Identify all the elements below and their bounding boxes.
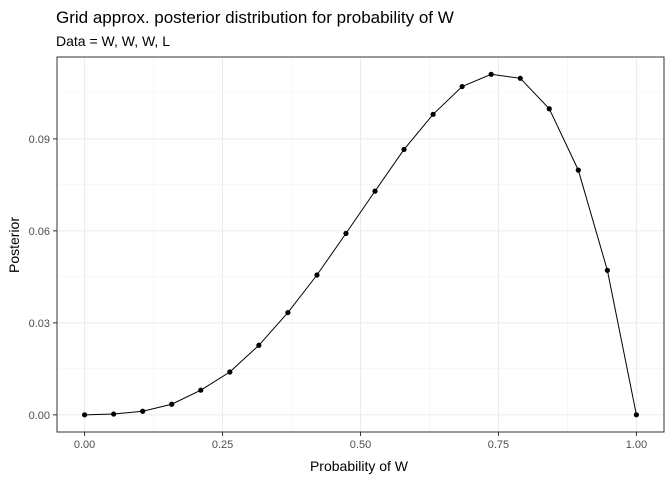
posterior-point	[81, 412, 88, 418]
posterior-point	[575, 167, 581, 173]
posterior-point	[372, 188, 378, 194]
y-tick-label: 0.06	[29, 226, 50, 238]
posterior-point	[256, 342, 262, 348]
y-tick-label: 0.03	[29, 318, 50, 330]
x-tick-label: 0.75	[488, 439, 509, 451]
posterior-point	[633, 412, 640, 418]
y-axis-title: Posterior	[6, 217, 22, 273]
x-tick-label: 0.25	[212, 439, 233, 451]
chart-title: Grid approx. posterior distribution for …	[56, 8, 454, 27]
posterior-point	[517, 75, 523, 81]
posterior-point	[111, 411, 117, 417]
posterior-point	[169, 401, 175, 407]
y-axis: 0.00 0.03 0.06 0.09	[29, 134, 57, 422]
chart-subtitle: Data = W, W, W, L	[56, 33, 170, 49]
x-tick-label: 1.00	[626, 439, 647, 451]
posterior-point	[314, 272, 320, 278]
posterior-point	[604, 267, 610, 273]
x-tick-label: 0.00	[74, 439, 95, 451]
posterior-point	[140, 408, 146, 414]
y-tick-label: 0.09	[29, 134, 50, 146]
x-axis-title: Probability of W	[310, 458, 409, 474]
y-tick-label: 0.00	[29, 410, 50, 422]
posterior-point	[488, 71, 494, 77]
posterior-point	[343, 230, 349, 237]
series-layer	[81, 71, 640, 418]
posterior-point	[227, 369, 233, 375]
posterior-line	[84, 73, 637, 416]
posterior-point	[401, 146, 407, 153]
x-tick-label: 0.50	[350, 439, 371, 451]
grid-lines	[57, 57, 664, 432]
posterior-point	[459, 83, 465, 90]
posterior-point	[285, 309, 291, 316]
x-axis: 0.00 0.25 0.50 0.75 1.00	[74, 432, 647, 451]
posterior-point	[198, 387, 204, 393]
posterior-point	[546, 106, 552, 112]
posterior-point	[430, 111, 436, 117]
